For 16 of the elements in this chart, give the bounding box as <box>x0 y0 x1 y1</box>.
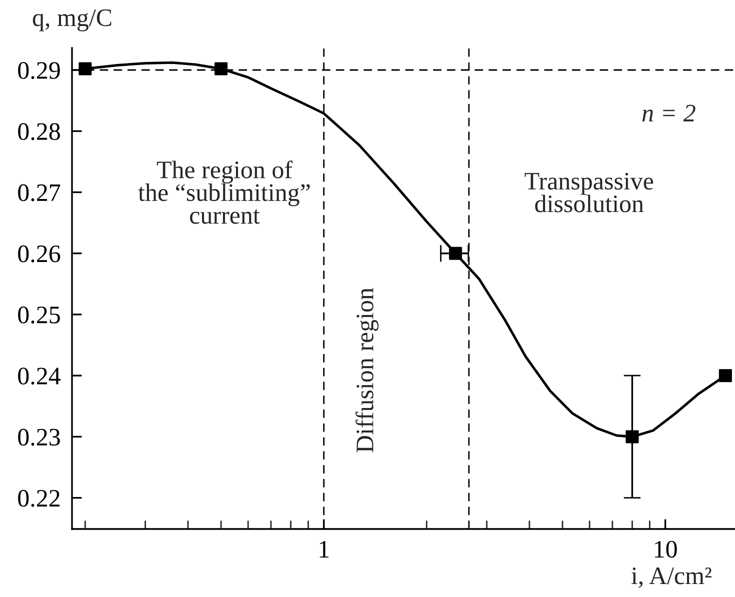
y-tick-label: 0.22 <box>18 490 60 507</box>
y-tick-label: 0.25 <box>18 306 60 324</box>
y-tick-label: 0.24 <box>18 368 60 385</box>
y-axis-title: q, mg/C <box>32 9 112 32</box>
y-tick-label: 0.26 <box>18 245 60 262</box>
y-tick-label: 0.27 <box>18 184 60 202</box>
y-tick-label: 0.23 <box>18 428 60 446</box>
annotation: Diffusion region <box>356 288 379 452</box>
y-tick-label: 0.28 <box>18 123 60 140</box>
x-tick-label: 1 <box>320 540 329 558</box>
y-tick-label: 0.29 <box>18 62 60 80</box>
annotation: The region of the “sublimiting” current <box>138 160 310 224</box>
x-tick-label: 10 <box>655 540 677 558</box>
x-axis-title: i, A/cm² <box>631 567 712 588</box>
annotation: n = 2 <box>642 104 696 122</box>
annotation: Transpassive dissolution <box>524 172 654 212</box>
